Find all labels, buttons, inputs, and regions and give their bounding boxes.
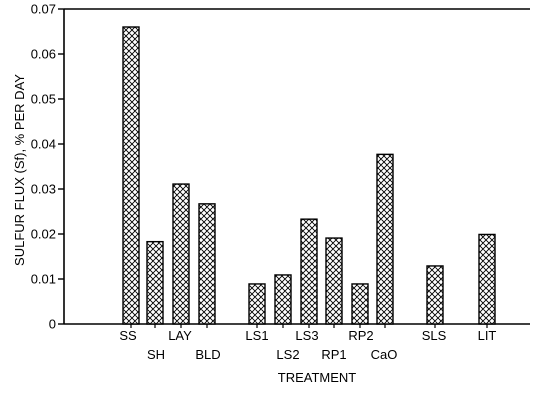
y-tick-label: 0.01 xyxy=(31,272,56,287)
bar-ls3 xyxy=(300,218,318,325)
x-tick-label: RP1 xyxy=(321,347,346,362)
x-tick-label: SS xyxy=(119,328,137,343)
axes xyxy=(58,8,530,328)
bar-lit xyxy=(478,233,496,325)
x-tick-label: LAY xyxy=(168,328,192,343)
y-tick-label: 0.06 xyxy=(31,47,56,62)
bar-ls2 xyxy=(274,274,292,325)
bar-lay xyxy=(172,183,190,325)
bar-cao xyxy=(376,153,394,325)
x-axis-title: TREATMENT xyxy=(278,370,357,385)
y-tick-label: 0 xyxy=(49,317,56,332)
bar-sls xyxy=(426,265,444,325)
bar-rp2 xyxy=(351,283,369,325)
x-tick-label: LS3 xyxy=(295,328,318,343)
x-tick-label: BLD xyxy=(195,347,220,362)
bars xyxy=(122,26,496,325)
x-tick-label: SH xyxy=(147,347,165,362)
y-tick-label: 0.02 xyxy=(31,227,56,242)
y-tick-label: 0.07 xyxy=(31,2,56,17)
x-tick-label: LIT xyxy=(478,328,497,343)
x-tick-label: CaO xyxy=(371,347,398,362)
y-tick-label: 0.03 xyxy=(31,182,56,197)
y-tick-label: 0.04 xyxy=(31,137,56,152)
x-tick-label: LS2 xyxy=(276,347,299,362)
x-tick-label: SLS xyxy=(422,328,447,343)
bar-sh xyxy=(146,240,164,325)
y-axis-title: SULFUR FLUX (Sf), % PER DAY xyxy=(12,74,27,266)
bar-rp1 xyxy=(325,237,343,325)
bar-ss xyxy=(122,26,140,325)
bar-ls1 xyxy=(248,283,266,325)
bar-bld xyxy=(198,203,216,325)
x-tick-label: LS1 xyxy=(245,328,268,343)
y-tick-label: 0.05 xyxy=(31,92,56,107)
x-tick-label: RP2 xyxy=(348,328,373,343)
